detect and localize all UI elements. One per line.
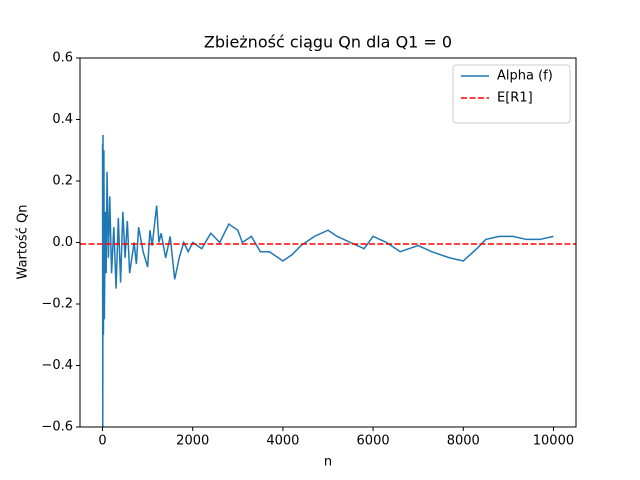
x-tick-label: 4000 xyxy=(266,434,299,449)
plot-frame xyxy=(79,57,577,428)
x-tick-label: 8000 xyxy=(447,434,480,449)
x-tick-label: 2000 xyxy=(176,434,209,449)
y-tick-label: 0.2 xyxy=(52,174,73,189)
x-tick-label: 6000 xyxy=(357,434,390,449)
legend-label: Alpha (f) xyxy=(497,69,553,84)
y-axis-label: Wartość Qn xyxy=(16,205,31,280)
x-tick-label: 0 xyxy=(98,434,106,449)
y-tick-label: 0.4 xyxy=(52,112,73,127)
x-axis-label: n xyxy=(324,455,332,470)
y-tick-label: −0.6 xyxy=(41,420,73,435)
data-line xyxy=(101,134,554,427)
legend-box xyxy=(452,64,571,124)
x-tick-label: 10000 xyxy=(533,434,574,449)
y-tick-label: −0.4 xyxy=(41,358,73,373)
y-tick-label: −0.2 xyxy=(41,297,73,312)
chart-title: Zbieżność ciągu Qn dla Q1 = 0 xyxy=(204,33,452,52)
y-tick-label: 0.6 xyxy=(52,51,73,66)
y-tick-label: 0.0 xyxy=(52,235,73,250)
legend-label: E[R1] xyxy=(497,91,533,106)
